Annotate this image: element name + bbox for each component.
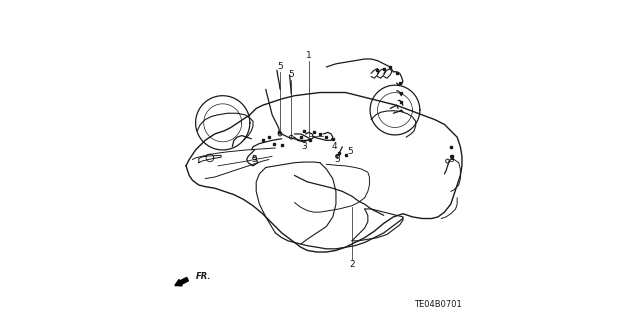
Text: 5: 5: [335, 155, 340, 164]
Text: 2: 2: [349, 260, 355, 269]
FancyArrow shape: [175, 278, 188, 286]
Text: 5: 5: [277, 63, 283, 71]
Text: 5: 5: [289, 70, 294, 79]
Text: 3: 3: [301, 142, 307, 151]
Text: 1: 1: [306, 51, 312, 60]
Text: TE04B0701: TE04B0701: [414, 300, 462, 309]
Text: 5: 5: [448, 155, 454, 164]
Text: 5: 5: [348, 147, 353, 156]
Text: 5: 5: [252, 155, 257, 164]
Text: 4: 4: [332, 142, 337, 151]
Text: FR.: FR.: [196, 272, 211, 281]
